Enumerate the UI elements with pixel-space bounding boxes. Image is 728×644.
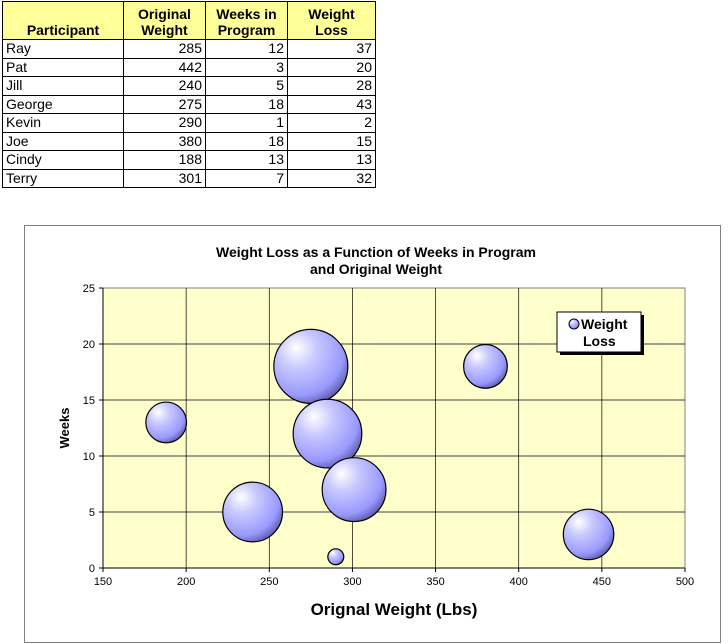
- value-cell: 275: [123, 94, 206, 114]
- chart-title: Weight Loss as a Function of Weeks in Pr…: [216, 244, 536, 260]
- participant-cell: George: [2, 94, 124, 114]
- table-header-text: Weight: [308, 6, 355, 22]
- table-row: Cindy 188 13 13: [2, 150, 376, 170]
- value-cell: 32: [287, 168, 376, 188]
- value-cell: 2: [287, 113, 376, 133]
- participant-cell: Kevin: [2, 113, 124, 133]
- table-header-text: Program: [217, 22, 276, 38]
- table-header-cell: Weight Loss: [287, 1, 376, 40]
- bubble-point: [222, 481, 284, 543]
- value-cell: 43: [287, 94, 376, 114]
- value-cell: 1: [205, 113, 288, 133]
- participant-cell: Jill: [2, 76, 124, 96]
- bubble-point: [463, 343, 508, 389]
- value-cell: 285: [123, 39, 206, 59]
- legend-bubble-icon: [568, 318, 580, 330]
- value-cell: 13: [205, 150, 288, 170]
- value-cell: 37: [287, 39, 376, 59]
- table-header-cell: Weeks in Program: [205, 1, 288, 40]
- table-header-row: Participant Original Weight Weeks in Program…: [2, 1, 376, 40]
- bubble-point: [562, 508, 615, 561]
- y-tick-label: 0: [89, 563, 95, 575]
- data-table: Participant Original Weight Weeks in Program…: [2, 1, 376, 188]
- table-header-text: Participant: [26, 22, 100, 38]
- table-body: Ray 285 12 37 Pat 442 3 20 Jill 240 5 28 George 275 18…: [2, 39, 376, 188]
- x-tick-label: 300: [343, 576, 361, 588]
- x-tick-label: 400: [510, 576, 528, 588]
- value-cell: 3: [205, 57, 288, 77]
- x-tick-label: 150: [94, 576, 112, 588]
- value-cell: 240: [123, 76, 206, 96]
- value-cell: 5: [205, 76, 288, 96]
- value-cell: 301: [123, 168, 206, 188]
- table-row: Joe 380 18 15: [2, 131, 376, 151]
- participant-cell: Ray: [2, 39, 124, 59]
- value-cell: 442: [123, 57, 206, 77]
- table-header-cell: Participant: [2, 1, 124, 40]
- value-cell: 20: [287, 57, 376, 77]
- participant-cell: Pat: [2, 57, 124, 77]
- table-row: Pat 442 3 20: [2, 57, 376, 77]
- value-cell: 28: [287, 76, 376, 96]
- value-cell: 15: [287, 131, 376, 151]
- chart-area: 150 200 250 300 350 400 450 500 0 5 10 15 20 25 Weight…: [24, 225, 721, 643]
- y-tick-label: 5: [89, 507, 95, 519]
- x-axis-label: Orignal Weight (Lbs): [311, 600, 478, 619]
- participant-cell: Cindy: [2, 150, 124, 170]
- y-tick-label: 20: [83, 339, 95, 351]
- table-row: George 275 18 43: [2, 94, 376, 114]
- bubble-point: [327, 548, 345, 566]
- table-header-text: Weeks in: [216, 6, 277, 22]
- y-axis-label: Weeks: [57, 408, 72, 449]
- y-tick-label: 25: [83, 283, 95, 295]
- value-cell: 18: [205, 94, 288, 114]
- value-cell: 13: [287, 150, 376, 170]
- value-cell: 12: [205, 39, 288, 59]
- legend-label: Weight: [581, 316, 628, 332]
- legend-label: Loss: [583, 333, 616, 349]
- table-row: Ray 285 12 37: [2, 39, 376, 59]
- bubble-chart: 150 200 250 300 350 400 450 500 0 5 10 15 20 25 Weight…: [57, 244, 694, 619]
- legend-box: [556, 311, 642, 353]
- y-tick-label: 15: [83, 395, 95, 407]
- value-cell: 188: [123, 150, 206, 170]
- bubble-point: [292, 398, 363, 469]
- table-header-cell: Original Weight: [123, 1, 206, 40]
- table-header-text: Weight: [141, 22, 188, 38]
- x-tick-label: 500: [676, 576, 694, 588]
- table-row: Jill 240 5 28: [2, 76, 376, 96]
- x-tick-label: 200: [177, 576, 195, 588]
- value-cell: 7: [205, 168, 288, 188]
- y-tick-label: 10: [83, 451, 95, 463]
- bubble-point: [273, 328, 349, 404]
- table-row: Terry 301 7 32: [2, 168, 376, 188]
- table-header-text: Loss: [315, 22, 348, 38]
- bubble-point: [145, 401, 188, 444]
- value-cell: 290: [123, 113, 206, 133]
- bubble-point: [321, 457, 387, 523]
- chart-title: and Original Weight: [310, 261, 442, 277]
- x-tick-label: 350: [426, 576, 444, 588]
- participant-cell: Terry: [2, 168, 124, 188]
- participant-cell: Joe: [2, 131, 124, 151]
- x-tick-label: 450: [593, 576, 611, 588]
- table-row: Kevin 290 1 2: [2, 113, 376, 133]
- table-header-text: Original: [138, 6, 191, 22]
- value-cell: 18: [205, 131, 288, 151]
- x-tick-label: 250: [260, 576, 278, 588]
- value-cell: 380: [123, 131, 206, 151]
